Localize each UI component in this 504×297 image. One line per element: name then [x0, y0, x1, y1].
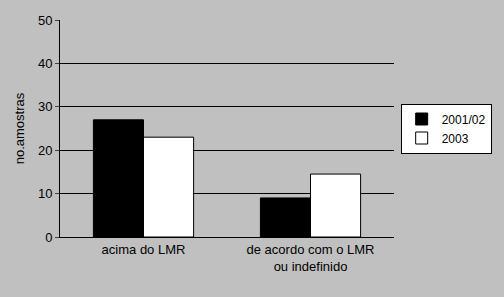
- svg-text:acima do LMR: acima do LMR: [102, 242, 186, 257]
- svg-text:2003: 2003: [442, 132, 469, 146]
- svg-text:2001/02: 2001/02: [442, 113, 486, 127]
- svg-text:10: 10: [38, 186, 52, 201]
- svg-text:30: 30: [38, 99, 52, 114]
- svg-text:50: 50: [38, 13, 52, 28]
- svg-text:0: 0: [45, 230, 52, 245]
- svg-text:de acordo com o LMRou indefini: de acordo com o LMRou indefinido: [247, 242, 375, 274]
- svg-text:no.amostras: no.amostras: [12, 92, 27, 164]
- svg-text:20: 20: [38, 143, 52, 158]
- svg-text:40: 40: [38, 56, 52, 71]
